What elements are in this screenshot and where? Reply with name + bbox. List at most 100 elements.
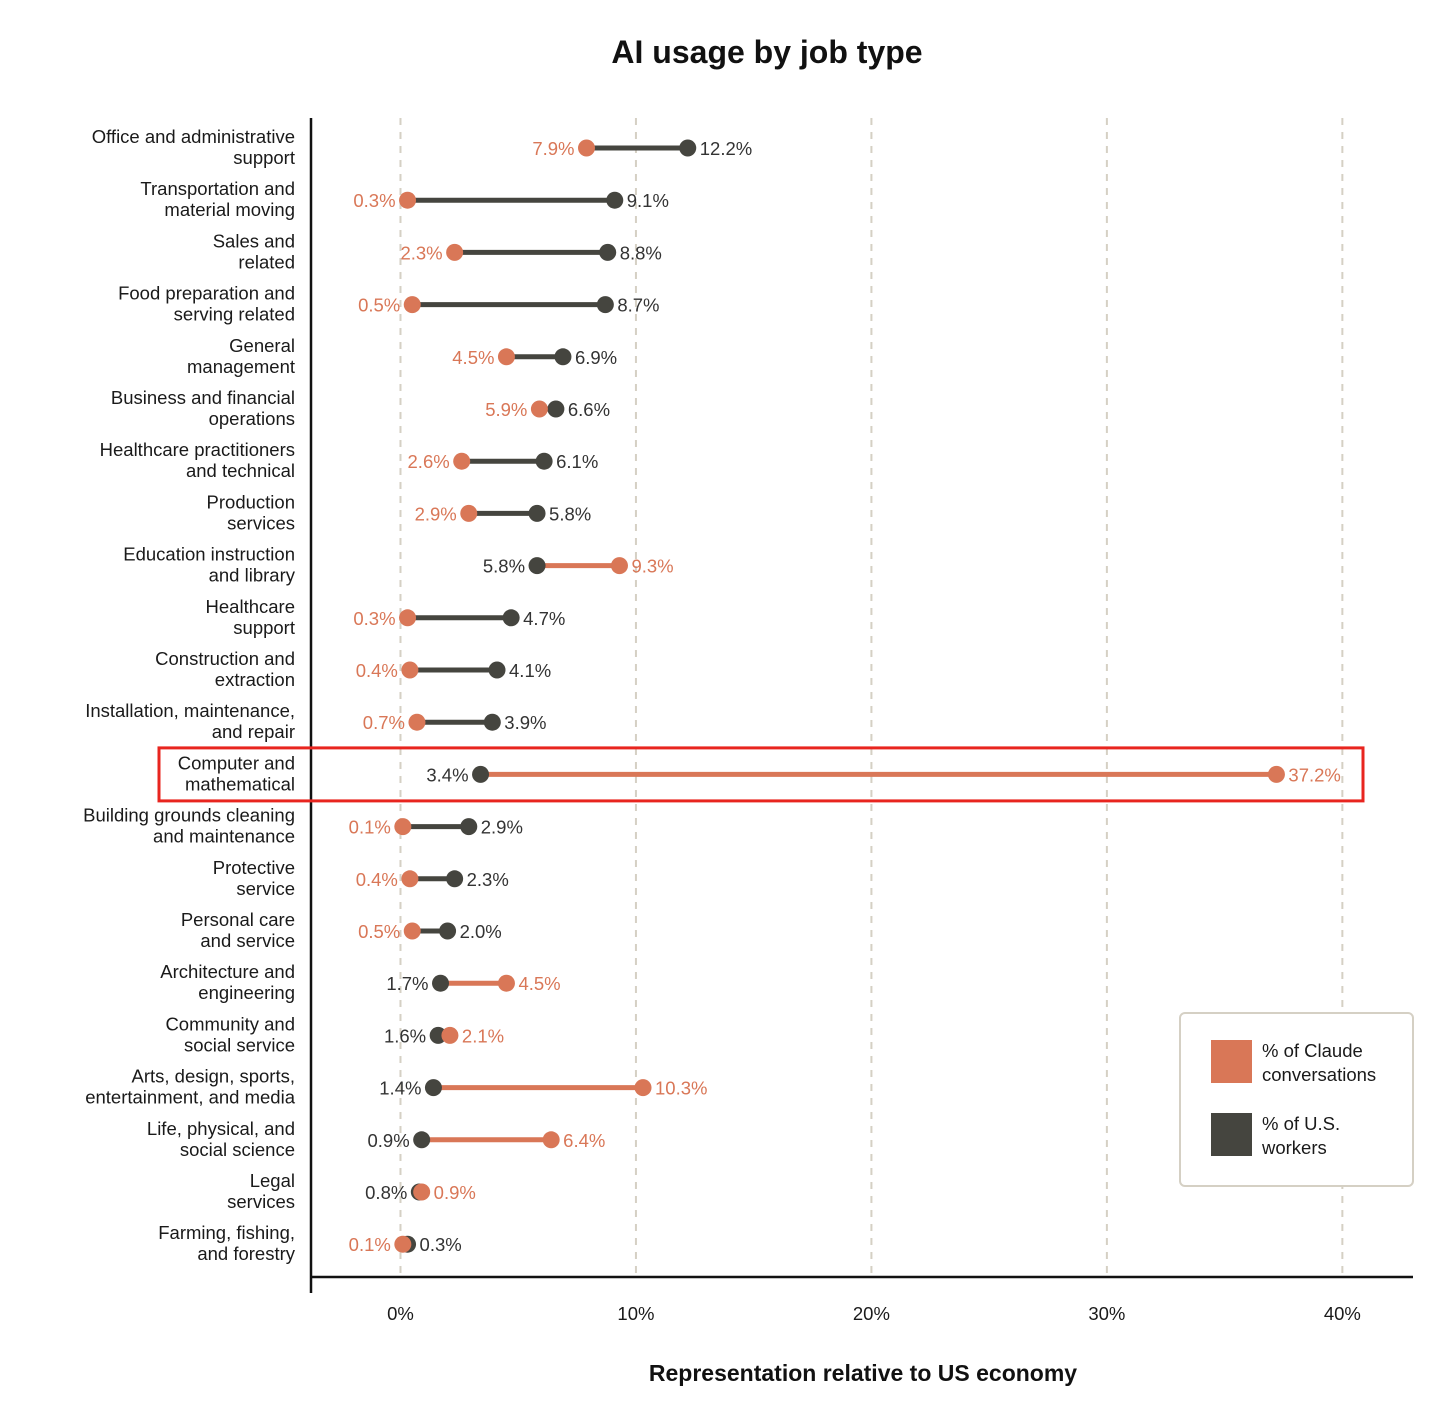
category-label-line: Arts, design, sports, [132, 1066, 295, 1087]
claude-value-label: 2.3% [400, 242, 442, 263]
category-label-line: Construction and [155, 648, 295, 669]
workers-value-label: 6.1% [556, 451, 598, 472]
legend: % of Claude conversations % of U.S. workers [1179, 1012, 1414, 1187]
claude-value-label: 7.9% [532, 138, 574, 159]
claude-value-label: 9.3% [631, 556, 673, 577]
workers-value-label: 3.9% [504, 712, 546, 733]
category-label: Life, physical, and social science [147, 1118, 295, 1160]
workers-dot [488, 661, 506, 679]
category-label: Business and financial operations [111, 387, 295, 429]
highlight-box [157, 746, 1365, 803]
category-label-line: and maintenance [153, 826, 295, 847]
legend-swatch-workers [1211, 1113, 1252, 1156]
category-label-line: Building grounds cleaning [83, 805, 295, 826]
legend-label-line: % of Claude [1262, 1040, 1363, 1061]
category-label-line: service [236, 878, 295, 899]
workers-value-label: 1.7% [386, 973, 428, 994]
workers-value-label: 8.8% [620, 242, 662, 263]
claude-value-label: 4.5% [518, 973, 560, 994]
workers-value-label: 0.3% [420, 1234, 462, 1255]
workers-dot [472, 765, 490, 783]
claude-dot [408, 713, 426, 731]
claude-value-label: 2.9% [415, 503, 457, 524]
category-label: Construction and extraction [155, 648, 295, 690]
claude-dot [399, 609, 417, 627]
workers-dot [547, 400, 565, 418]
category-label: Computer and mathematical [178, 752, 295, 794]
category-label: Community and social service [165, 1013, 295, 1055]
category-label-line: Production [207, 491, 295, 512]
category-label-line: support [233, 617, 295, 638]
legend-swatch-claude [1211, 1040, 1252, 1083]
claude-value-label: 0.3% [353, 608, 395, 629]
category-label-line: and service [200, 930, 295, 951]
workers-value-label: 5.8% [483, 556, 525, 577]
category-label-line: Business and financial [111, 387, 295, 408]
workers-dot [596, 296, 614, 314]
workers-dot [460, 818, 478, 836]
claude-value-label: 0.1% [349, 817, 391, 838]
claude-value-label: 0.3% [353, 190, 395, 211]
workers-value-label: 1.4% [379, 1078, 421, 1099]
workers-dot [424, 1079, 442, 1097]
claude-value-label: 10.3% [655, 1078, 707, 1099]
claude-dot [446, 243, 464, 261]
workers-value-label: 1.6% [384, 1025, 426, 1046]
category-label: Healthcare support [206, 596, 295, 638]
category-label-line: support [233, 147, 295, 168]
category-label-line: and technical [186, 460, 295, 481]
category-label-line: social science [180, 1139, 295, 1160]
x-tick-label: 20% [853, 1303, 890, 1324]
category-label: Arts, design, sports, entertainment, and … [85, 1066, 296, 1108]
category-label-line: Food preparation and [118, 283, 295, 304]
claude-dot [403, 296, 421, 314]
mark-layer: Office and administrative support 7.9% 12.2… [83, 126, 1341, 1264]
claude-dot [394, 1235, 412, 1253]
claude-dot [403, 922, 421, 940]
category-label-line: and library [209, 565, 296, 586]
workers-value-label: 4.1% [509, 660, 551, 681]
category-label: Personal care and service [181, 909, 295, 951]
legend-label-workers: % of U.S. workers [1261, 1113, 1340, 1158]
workers-dot [679, 139, 697, 157]
x-tick-label: 10% [617, 1303, 654, 1324]
claude-value-label: 0.5% [358, 921, 400, 942]
legend-label-line: conversations [1262, 1064, 1376, 1085]
claude-dot [460, 504, 478, 522]
category-label-line: Community and [165, 1013, 295, 1034]
category-label: Building grounds cleaning and maintenance [83, 805, 295, 847]
workers-dot [413, 1131, 431, 1149]
category-label-line: General [229, 335, 295, 356]
category-label-line: Farming, fishing, [158, 1222, 295, 1243]
chart-title: AI usage by job type [611, 34, 922, 70]
category-label-line: material moving [164, 199, 295, 220]
category-label-line: Healthcare practitioners [100, 439, 295, 460]
claude-dot [530, 400, 548, 418]
workers-value-label: 8.7% [617, 295, 659, 316]
category-label: Production services [207, 491, 295, 533]
category-label-line: Protective [213, 857, 295, 878]
legend-label-line: % of U.S. [1262, 1113, 1340, 1134]
category-label: General management [187, 335, 295, 377]
claude-dot [497, 974, 515, 992]
claude-dot [610, 557, 628, 575]
category-label-line: Legal [250, 1170, 295, 1191]
category-label-line: extraction [215, 669, 295, 690]
category-label: Legal services [227, 1170, 295, 1212]
workers-value-label: 6.6% [568, 399, 610, 420]
claude-dot [1267, 765, 1285, 783]
category-label: Education instruction and library [123, 544, 295, 586]
claude-dot [413, 1183, 431, 1201]
x-tick-label: 40% [1324, 1303, 1361, 1324]
claude-value-label: 0.7% [363, 712, 405, 733]
claude-value-label: 0.9% [434, 1182, 476, 1203]
claude-dot [497, 348, 515, 366]
legend-box [1179, 1012, 1414, 1187]
workers-value-label: 2.3% [467, 869, 509, 890]
claude-value-label: 0.5% [358, 295, 400, 316]
workers-value-label: 2.9% [481, 817, 523, 838]
category-label-line: Installation, maintenance, [85, 700, 295, 721]
x-tick-label: 0% [387, 1303, 414, 1324]
workers-value-label: 5.8% [549, 503, 591, 524]
